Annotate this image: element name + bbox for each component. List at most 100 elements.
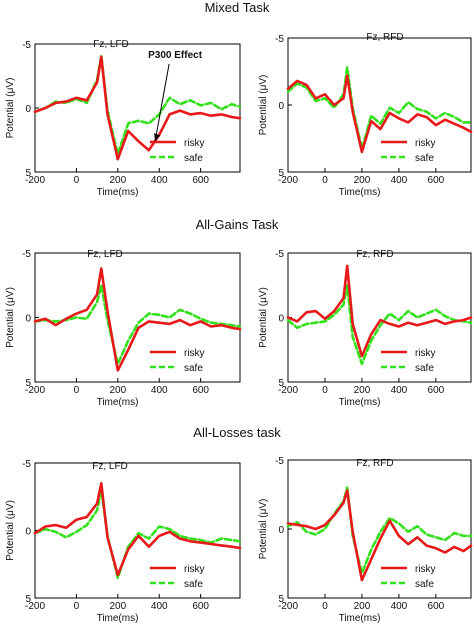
x-tick-label: -200	[278, 385, 298, 396]
section-title-all-gains: All-Gains Task	[196, 217, 279, 232]
x-tick-label: 200	[354, 175, 371, 186]
x-axis-label: Time(ms)	[339, 613, 381, 624]
x-tick-label: 400	[391, 601, 408, 612]
x-tick-label: -200	[25, 175, 45, 186]
erp-panel-3: -200 0 200 400 600 -5 0 5 Time(ms) Potential (μV)…	[5, 249, 242, 408]
series-line-safe	[286, 486, 473, 575]
y-tick-label: -5	[22, 459, 31, 470]
y-axis-label: Potential (μV)	[5, 287, 16, 348]
legend-label-risky: risky	[184, 564, 205, 575]
y-tick-label: -5	[275, 456, 284, 467]
y-tick-label: -5	[22, 40, 31, 51]
y-tick-label: 0	[25, 104, 31, 115]
legend-label-risky: risky	[415, 564, 436, 575]
legend-label-safe: safe	[415, 363, 434, 374]
x-tick-label: -200	[278, 175, 298, 186]
y-axis-label: Potential (μV)	[258, 287, 269, 348]
erp-panel-5: -200 0 200 400 600 -5 0 5 Time(ms) Potential (μV)…	[5, 459, 242, 624]
y-tick-label: 0	[25, 314, 31, 325]
p300-arrow-head	[154, 133, 161, 142]
erp-panel-4: -200 0 200 400 600 -5 0 5 Time(ms) Potential (μV)…	[258, 249, 473, 408]
series-line-risky	[286, 264, 473, 358]
x-tick-label: 400	[391, 385, 408, 396]
panel-title: Fz, RFD	[366, 32, 403, 43]
series-line-safe	[33, 283, 242, 366]
series-line-safe	[33, 488, 242, 580]
x-tick-label: 400	[151, 385, 168, 396]
y-axis-label: Potential (μV)	[5, 500, 16, 561]
section-title-mixed: Mixed Task	[205, 0, 270, 15]
panel-title: Fz, LFD	[87, 249, 123, 260]
section-title-all-losses: All-Losses task	[193, 425, 281, 440]
x-tick-label: -200	[25, 601, 45, 612]
y-axis-label: Potential (μV)	[5, 78, 16, 139]
panel-title: Fz, RFD	[356, 458, 393, 469]
panel-title: Fz, LFD	[93, 39, 129, 50]
series-line-risky	[33, 55, 242, 161]
y-tick-label: 5	[25, 594, 31, 605]
y-tick-label: -5	[22, 249, 31, 260]
plot-frame	[287, 37, 472, 173]
series-line-risky	[286, 489, 473, 582]
y-tick-label: 5	[278, 168, 284, 179]
legend-label-safe: safe	[415, 579, 434, 590]
legend-label-safe: safe	[184, 153, 203, 164]
x-axis-label: Time(ms)	[97, 187, 139, 198]
plot-frame	[287, 252, 472, 383]
y-tick-label: 0	[25, 527, 31, 538]
legend-label-risky: risky	[184, 138, 205, 149]
x-tick-label: 0	[74, 385, 80, 396]
y-tick-label: -5	[275, 34, 284, 45]
x-tick-label: -200	[25, 385, 45, 396]
panel-title: Fz, RFD	[356, 249, 393, 260]
y-tick-label: 0	[278, 525, 284, 536]
legend-label-safe: safe	[184, 363, 203, 374]
series-line-risky	[33, 267, 242, 372]
x-tick-label: 200	[109, 601, 126, 612]
legend-label-risky: risky	[415, 138, 436, 149]
x-tick-label: 200	[109, 175, 126, 186]
plot-frame	[34, 43, 241, 173]
y-tick-label: 5	[278, 378, 284, 389]
p300-annotation-label: P300 Effect	[148, 50, 203, 61]
y-axis-label: Potential (μV)	[258, 499, 269, 560]
x-tick-label: 0	[74, 175, 80, 186]
series-line-risky	[33, 481, 242, 577]
y-axis-label: Potential (μV)	[258, 75, 269, 136]
y-tick-label: -5	[275, 249, 284, 260]
x-tick-label: 0	[322, 601, 328, 612]
series-line-safe	[286, 66, 473, 151]
x-axis-label: Time(ms)	[97, 613, 139, 624]
series-line-safe	[286, 283, 473, 366]
y-tick-label: 0	[278, 314, 284, 325]
series-line-risky	[286, 74, 473, 154]
x-axis-label: Time(ms)	[97, 397, 139, 408]
x-tick-label: 600	[428, 601, 445, 612]
x-tick-label: 0	[74, 601, 80, 612]
erp-panel-2: -200 0 200 400 600 -5 0 5 Time(ms) Potential (μV)…	[258, 32, 473, 198]
x-tick-label: 0	[322, 385, 328, 396]
plot-frame	[34, 252, 241, 383]
x-tick-label: 200	[354, 385, 371, 396]
y-tick-label: 0	[278, 101, 284, 112]
x-tick-label: -200	[278, 601, 298, 612]
legend-label-risky: risky	[415, 348, 436, 359]
legend-label-risky: risky	[184, 348, 205, 359]
x-tick-label: 0	[322, 175, 328, 186]
y-tick-label: 5	[278, 594, 284, 605]
y-tick-label: 5	[25, 378, 31, 389]
x-tick-label: 600	[428, 175, 445, 186]
x-axis-label: Time(ms)	[339, 187, 381, 198]
x-tick-label: 600	[192, 601, 209, 612]
x-tick-label: 600	[192, 385, 209, 396]
x-tick-label: 600	[428, 385, 445, 396]
erp-panel-1: -200 0 200 400 600 -5 0 5 Time(ms) Potential (μV)…	[5, 39, 242, 198]
x-tick-label: 400	[391, 175, 408, 186]
x-tick-label: 600	[192, 175, 209, 186]
x-tick-label: 200	[109, 385, 126, 396]
plot-frame	[34, 462, 241, 599]
legend-label-safe: safe	[415, 153, 434, 164]
erp-panel-6: -200 0 200 400 600 -5 0 5 Time(ms) Potential (μV)…	[258, 456, 473, 624]
x-axis-label: Time(ms)	[339, 397, 381, 408]
